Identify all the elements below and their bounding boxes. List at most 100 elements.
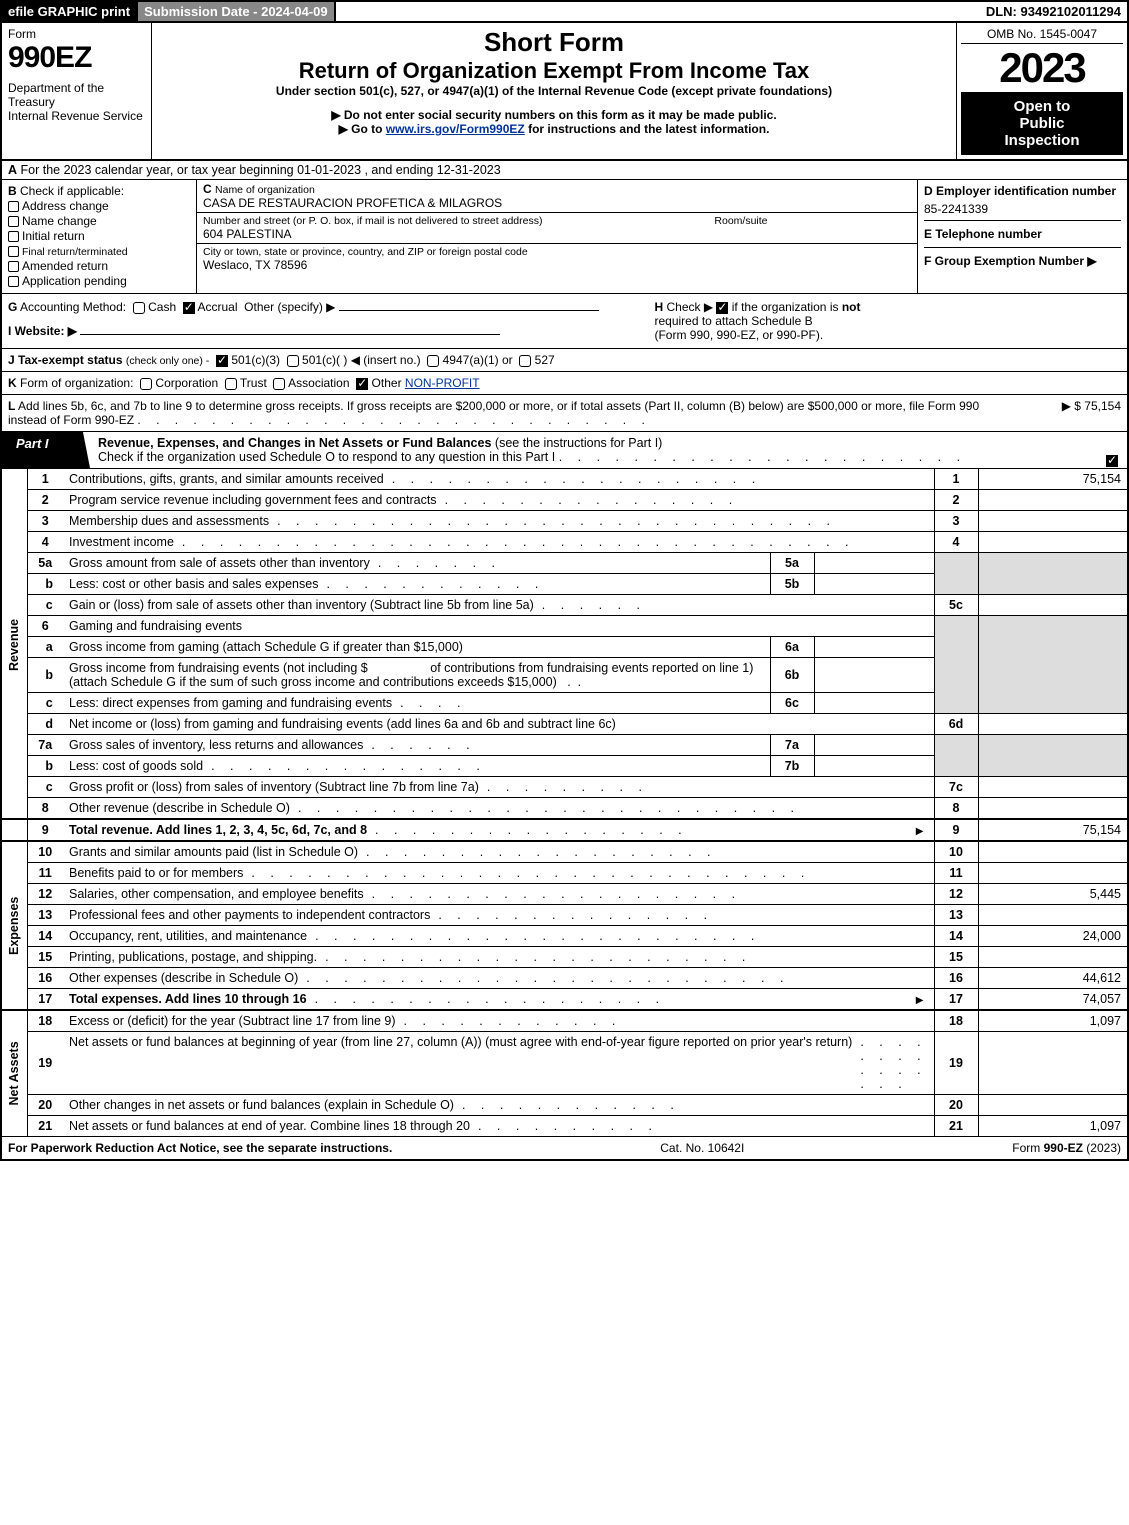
- l6c-no: c: [27, 693, 63, 714]
- l15-rno: 15: [934, 947, 978, 968]
- col-b-label: B: [8, 184, 17, 198]
- cb-accrual[interactable]: [183, 302, 195, 314]
- l16-desc: Other expenses (describe in Schedule O): [69, 971, 306, 985]
- l19-val: [978, 1032, 1128, 1095]
- cb-address-change[interactable]: [8, 201, 19, 212]
- efile-button[interactable]: efile GRAPHIC print: [2, 2, 136, 21]
- l17-val: 74,057: [978, 989, 1128, 1011]
- cb-label-2: Initial return: [22, 229, 85, 243]
- l20-rno: 20: [934, 1095, 978, 1116]
- dots: . . . . . . . . . . . . . . .: [438, 908, 927, 922]
- lines-table: Revenue 1 Contributions, gifts, grants, …: [0, 469, 1129, 1137]
- cb-application-pending[interactable]: [8, 276, 19, 287]
- k-opt3: Other: [372, 376, 402, 390]
- l19-rno: 19: [934, 1032, 978, 1095]
- shade-5: [934, 553, 978, 595]
- cb-trust[interactable]: [225, 378, 237, 390]
- cb-schedule-o[interactable]: [1106, 455, 1118, 467]
- l2-rno: 2: [934, 490, 978, 511]
- dots: . . . . . . . . . .: [478, 1119, 928, 1133]
- cb-amended-return[interactable]: [8, 261, 19, 272]
- topbar-spacer: [336, 2, 980, 21]
- l7c-val: [978, 777, 1128, 798]
- k-other-value[interactable]: NON-PROFIT: [405, 376, 480, 390]
- l18-no: 18: [27, 1010, 63, 1032]
- l14-no: 14: [27, 926, 63, 947]
- form-header: Form 990EZ Department of the Treasury In…: [0, 23, 1129, 161]
- info-row-bcdef: B Check if applicable: Address change Na…: [0, 180, 1129, 294]
- cb-cash[interactable]: [133, 302, 145, 314]
- line-6: 6 Gaming and fundraising events: [1, 616, 1128, 637]
- irs-link[interactable]: www.irs.gov/Form990EZ: [386, 122, 525, 136]
- city-state-zip: Weslaco, TX 78596: [203, 258, 911, 272]
- l18-desc: Excess or (deficit) for the year (Subtra…: [69, 1014, 404, 1028]
- dots: . . . . . . . . . . . . . . . . . . . . …: [277, 514, 927, 528]
- cb-527[interactable]: [519, 355, 531, 367]
- open-line2: Public: [967, 115, 1117, 132]
- l7a-mid: 7a: [770, 735, 814, 756]
- submission-date-button[interactable]: Submission Date - 2024-04-09: [136, 2, 336, 21]
- footer-left: For Paperwork Reduction Act Notice, see …: [8, 1141, 392, 1155]
- dots: . . . . . . . . . . . .: [404, 1014, 928, 1028]
- l15-desc: Printing, publications, postage, and shi…: [69, 950, 325, 964]
- part1-header: Part I Revenue, Expenses, and Changes in…: [0, 432, 1129, 469]
- l5c-rno: 5c: [934, 595, 978, 616]
- open-line1: Open to: [967, 98, 1117, 115]
- cb-name-change[interactable]: [8, 216, 19, 227]
- l19-desc: Net assets or fund balances at beginning…: [69, 1035, 860, 1091]
- cb-initial-return[interactable]: [8, 231, 19, 242]
- line-21: 21 Net assets or fund balances at end of…: [1, 1116, 1128, 1137]
- row-k: K Form of organization: Corporation Trus…: [0, 372, 1129, 395]
- opt-other: Other (specify) ▶: [244, 300, 335, 314]
- line-5a: 5a Gross amount from sale of assets othe…: [1, 553, 1128, 574]
- website-line[interactable]: [80, 334, 500, 335]
- l16-val: 44,612: [978, 968, 1128, 989]
- line-14: 14 Occupancy, rent, utilities, and maint…: [1, 926, 1128, 947]
- cb-final-return[interactable]: [8, 246, 19, 257]
- dept-treasury: Department of the Treasury: [8, 81, 145, 109]
- dots: . . . . . . . . . . . . . . .: [860, 1035, 927, 1091]
- l2-no: 2: [27, 490, 63, 511]
- line-20: 20 Other changes in net assets or fund b…: [1, 1095, 1128, 1116]
- l19-no: 19: [27, 1032, 63, 1095]
- line-2: 2 Program service revenue including gove…: [1, 490, 1128, 511]
- part1-tag: Part I: [2, 432, 90, 468]
- footer-mid: Cat. No. 10642I: [660, 1141, 744, 1155]
- cb-4947[interactable]: [427, 355, 439, 367]
- dots: . . . . . . .: [378, 556, 764, 570]
- l7b-no: b: [27, 756, 63, 777]
- l5a-mid: 5a: [770, 553, 814, 574]
- addr-head: Number and street (or P. O. box, if mail…: [203, 215, 694, 227]
- l6b-desc1: Gross income from fundraising events (no…: [69, 661, 368, 675]
- h-not: not: [842, 300, 861, 314]
- l1-desc: Contributions, gifts, grants, and simila…: [69, 472, 392, 486]
- l8-val: [978, 798, 1128, 820]
- footer-right: Form 990-EZ (2023): [1012, 1141, 1121, 1155]
- short-form-title: Short Form: [156, 27, 952, 58]
- l7c-desc: Gross profit or (loss) from sales of inv…: [69, 780, 487, 794]
- cb-501c[interactable]: [287, 355, 299, 367]
- dots: . . . . . . . . . . . .: [326, 577, 763, 591]
- line-4: 4 Investment income. . . . . . . . . . .…: [1, 532, 1128, 553]
- city-head: City or town, state or province, country…: [203, 246, 911, 258]
- dots: . . . . . . . . . . . . . . . . . . .: [315, 992, 912, 1006]
- page-footer: For Paperwork Reduction Act Notice, see …: [0, 1137, 1129, 1161]
- l6-no: 6: [27, 616, 63, 637]
- other-specify-line[interactable]: [339, 310, 599, 311]
- cb-h[interactable]: [716, 302, 728, 314]
- l13-desc: Professional fees and other payments to …: [69, 908, 438, 922]
- cb-corp[interactable]: [140, 378, 152, 390]
- dots: . . . .: [400, 696, 763, 710]
- under-section-text: Under section 501(c), 527, or 4947(a)(1)…: [156, 84, 952, 98]
- cb-assoc[interactable]: [273, 378, 285, 390]
- part1-dots: . . . . . . . . . . . . . . . . . . . . …: [559, 450, 966, 464]
- h-prefix: Check ▶: [667, 300, 717, 314]
- cb-other-org[interactable]: [356, 378, 368, 390]
- l-dots: . . . . . . . . . . . . . . . . . . . . …: [137, 413, 650, 427]
- line-11: 11 Benefits paid to or for members. . . …: [1, 863, 1128, 884]
- l5b-midval: [814, 574, 934, 595]
- cb-501c3[interactable]: [216, 355, 228, 367]
- open-line3: Inspection: [967, 132, 1117, 149]
- l14-desc: Occupancy, rent, utilities, and maintena…: [69, 929, 315, 943]
- l17-no: 17: [27, 989, 63, 1011]
